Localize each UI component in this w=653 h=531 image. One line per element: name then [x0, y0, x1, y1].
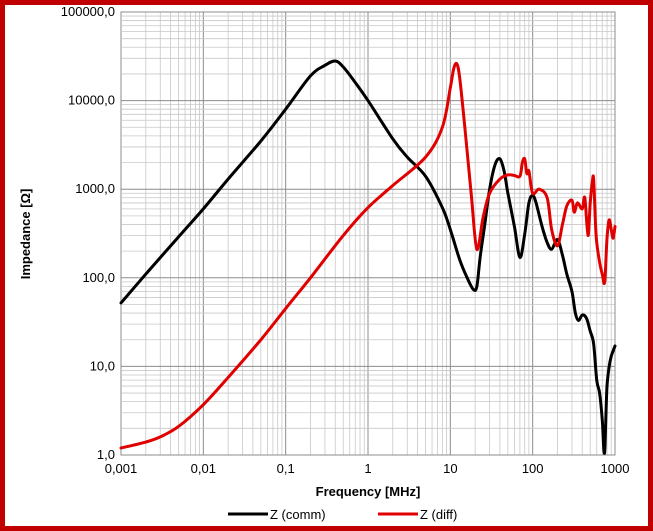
x-tick-label: 100	[522, 461, 544, 476]
x-tick-label: 0,1	[277, 461, 295, 476]
series-line-z-diff	[119, 61, 617, 450]
tick-labels: 0,001 0,01 0,1 1 10 100 1000 1,0 10,0 100,0 1000,0…	[61, 4, 630, 476]
x-tick-label: 10	[443, 461, 457, 476]
legend: Z (comm) Z (diff)	[228, 507, 457, 522]
y-tick-label: 10,0	[90, 358, 115, 373]
x-tick-label: 1000	[601, 461, 630, 476]
y-tick-label: 10000,0	[68, 93, 115, 108]
x-tick-label: 1	[364, 461, 371, 476]
y-tick-label: 100,0	[82, 270, 115, 285]
x-tick-label: 0,001	[105, 461, 138, 476]
gridlines	[120, 11, 616, 456]
legend-label-z-comm: Z (comm)	[270, 507, 326, 522]
y-tick-label: 1000,0	[75, 181, 115, 196]
y-axis-title: Impedance [Ω]	[18, 189, 33, 280]
legend-label-z-diff: Z (diff)	[420, 507, 457, 522]
series-line-z-comm	[119, 59, 617, 455]
x-tick-label: 0,01	[191, 461, 216, 476]
x-axis-title: Frequency [MHz]	[316, 484, 421, 499]
y-tick-label: 1,0	[97, 447, 115, 462]
y-tick-label: 100000,0	[61, 4, 115, 19]
series-layer	[119, 59, 617, 455]
